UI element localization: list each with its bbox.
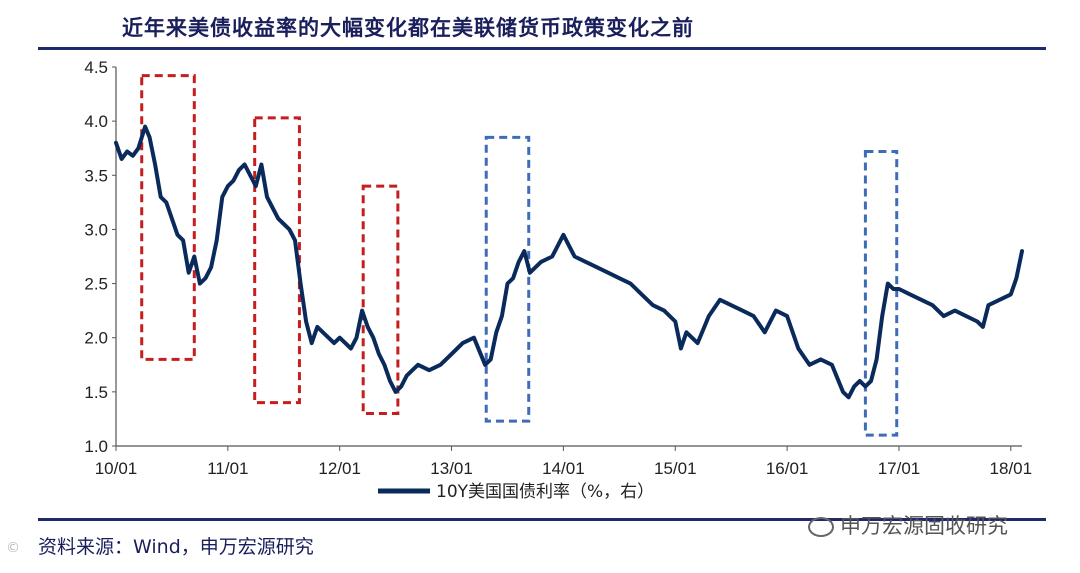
watermark: 申万宏源固收研究: [808, 510, 1008, 540]
x-tick-label: 17/01: [878, 459, 921, 478]
series-line-10y-yield: [114, 124, 1024, 400]
x-tick-label: 11/01: [207, 459, 248, 478]
x-tick-label: 10/01: [95, 459, 138, 478]
y-tick-label: 1.5: [84, 383, 108, 402]
red-highlight-box: [361, 184, 400, 416]
blue-highlight-box: [863, 149, 899, 437]
series-group: [114, 124, 1024, 400]
y-tick-label: 4.5: [84, 58, 108, 77]
x-tick-label: 13/01: [430, 459, 473, 478]
chart-area: 1.0 1.5 2.0 2.5 3.0 3.5 4.0 4.5 10/01 11/01 12/01 1…: [84, 58, 1032, 502]
corner-mark: ©: [6, 540, 20, 556]
top-rule: [38, 47, 1046, 50]
y-tick-label: 4.0: [84, 112, 108, 131]
x-tick-label: 14/01: [542, 459, 585, 478]
y-tick-label: 2.0: [84, 329, 108, 348]
wechat-icon: [808, 517, 834, 537]
x-tick-label: 12/01: [318, 459, 361, 478]
y-tick-label: 3.0: [84, 220, 108, 239]
y-tick-label: 2.5: [84, 275, 108, 294]
x-tick-label: 15/01: [654, 459, 697, 478]
blue-highlight-box: [484, 135, 531, 423]
y-tick-label: 3.5: [84, 166, 108, 185]
red-highlight-box: [140, 74, 196, 361]
y-tick-label: 1.0: [84, 437, 108, 456]
highlight-boxes: [140, 74, 899, 437]
bottom-rule: [38, 518, 1046, 521]
x-tick-label: 16/01: [766, 459, 809, 478]
legend: 10Y美国国债利率（%，右）: [378, 482, 654, 502]
source-note: 资料来源：Wind，申万宏源研究: [38, 536, 314, 558]
chart-title: 近年来美债收益率的大幅变化都在美联储货币政策变化之前: [122, 15, 694, 40]
legend-label: 10Y美国国债利率（%，右）: [436, 482, 654, 502]
watermark-text: 申万宏源固收研究: [840, 514, 1008, 538]
axes: 1.0 1.5 2.0 2.5 3.0 3.5 4.0 4.5 10/01 11/01 12/01 1…: [84, 58, 1032, 478]
red-highlight-box: [253, 116, 301, 405]
x-tick-label: 18/01: [990, 459, 1033, 478]
